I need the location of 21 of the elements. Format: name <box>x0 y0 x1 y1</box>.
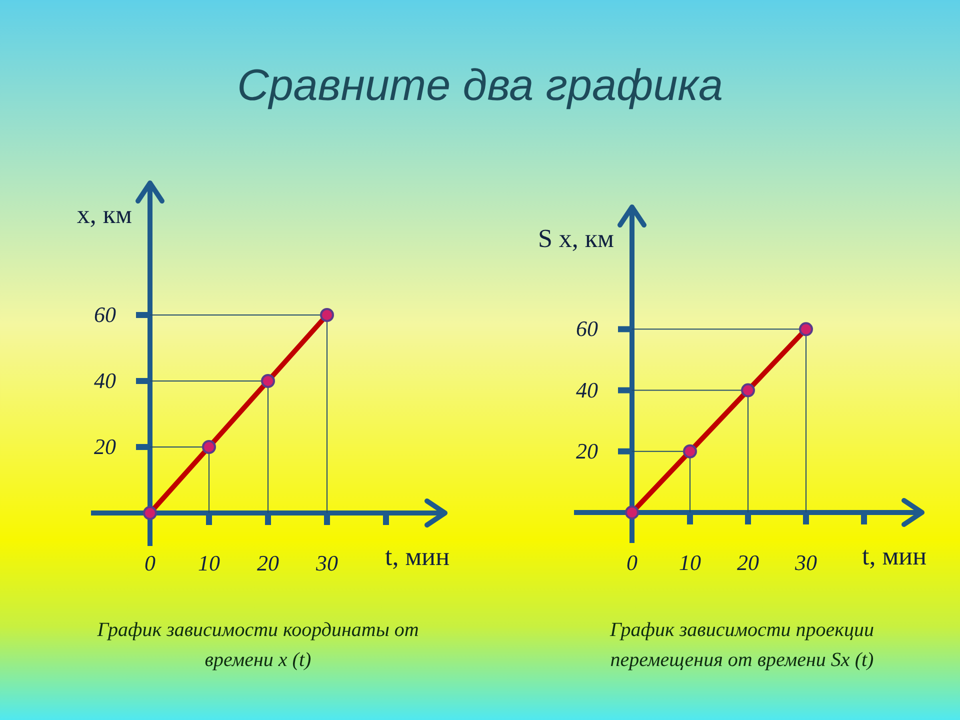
y-axis-title: S x, км <box>538 224 614 253</box>
y-tick-label: 40 <box>576 377 598 402</box>
y-axis-title: x, км <box>76 200 132 229</box>
x-axis-title: t, мин <box>862 541 927 570</box>
y-tick-label: 20 <box>576 438 598 464</box>
y-tick-label: 60 <box>576 316 598 342</box>
x-tick-label: 0 <box>626 550 638 576</box>
x-tick-label: 0 <box>144 550 156 576</box>
text: График зависимости координаты от времени x (t) <box>96 619 419 671</box>
text: График зависимости проекции перемещения от времени Sx (t) <box>608 619 874 671</box>
x-axis-title: t, мин <box>385 542 450 571</box>
y-tick-label: 40 <box>94 368 116 394</box>
x-tick-label: 20 <box>737 550 759 576</box>
chart-title: Сравните два графика <box>237 61 723 110</box>
x-tick-label: 10 <box>198 550 220 576</box>
y-tick-label: 60 <box>94 302 116 328</box>
y-tick-label: 20 <box>94 434 116 460</box>
x-tick-label: 30 <box>794 550 817 576</box>
x-tick-label: 30 <box>315 550 338 576</box>
x-tick-label: 20 <box>257 550 279 576</box>
x-tick-label: 10 <box>679 550 701 576</box>
